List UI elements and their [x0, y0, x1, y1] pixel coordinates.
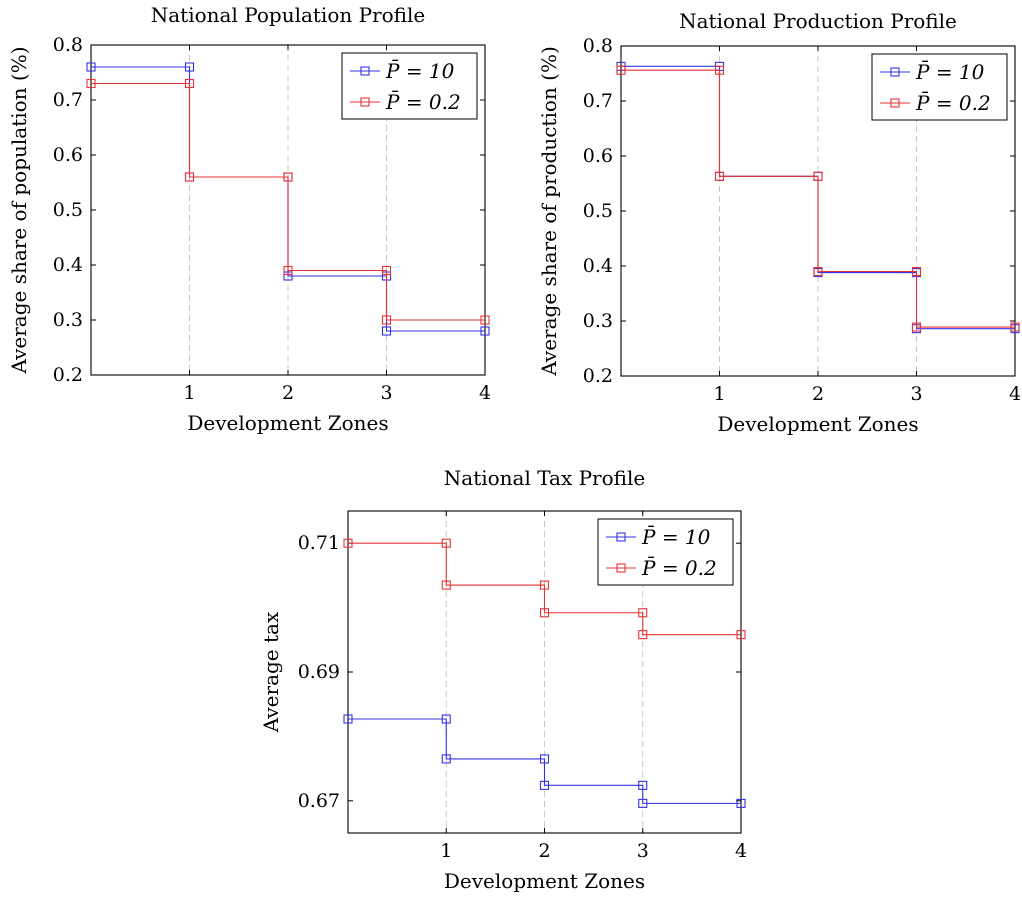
x-tick-label: 1 — [183, 382, 195, 404]
data-point — [1010, 322, 1020, 332]
data-point — [714, 171, 725, 181]
data-point — [441, 754, 451, 764]
x-tick-label: 4 — [1009, 383, 1021, 405]
y-axis-label: Average share of population (%) — [7, 46, 31, 374]
data-point — [86, 62, 96, 72]
chart-title: National Population Profile — [151, 3, 426, 27]
legend-marker — [360, 97, 370, 107]
x-axis-label: Development Zones — [444, 869, 645, 893]
data-point — [184, 62, 195, 72]
y-tick-label: 0.2 — [53, 364, 83, 386]
data-point — [911, 322, 922, 332]
x-tick-label: 3 — [637, 840, 649, 862]
data-point — [283, 271, 293, 281]
legend-marker — [890, 98, 900, 108]
data-point — [736, 798, 746, 808]
data-point — [638, 608, 648, 618]
data-point — [813, 266, 823, 277]
data-point — [539, 580, 550, 590]
data-point — [911, 266, 922, 277]
y-tick-label: 0.7 — [583, 90, 613, 112]
population-chart: National Population Profile 1 2 3 4 0.2 0.3 0.4… — [7, 3, 491, 435]
x-tick-label: 4 — [479, 382, 491, 404]
production-chart: National Production Profile 1 2 3 4 0.2 0.3 0.4… — [537, 9, 1021, 436]
legend-label: P̄ = 10 — [915, 59, 985, 84]
x-axis-label: Development Zones — [717, 412, 918, 436]
data-point — [441, 538, 451, 548]
legend-label: P̄ = 10 — [385, 58, 455, 83]
series-line-1 — [621, 69, 1015, 328]
chart-title: National Production Profile — [679, 9, 957, 33]
data-point — [638, 780, 648, 790]
legend-label: P̄ = 0.2 — [385, 89, 461, 114]
data-point — [381, 326, 392, 336]
legend-box — [341, 52, 478, 120]
data-point — [283, 172, 293, 182]
y-tick-label: 0.7 — [53, 89, 83, 111]
data-point — [184, 172, 195, 182]
y-tick-label: 0.6 — [53, 144, 83, 166]
y-tick-label: 0.8 — [53, 34, 83, 56]
legend-box — [871, 53, 1008, 121]
data-point — [539, 780, 550, 790]
data-point — [381, 315, 392, 325]
data-point — [381, 265, 392, 276]
y-tick-label: 0.5 — [583, 200, 613, 222]
y-tick-label: 0.8 — [583, 35, 613, 57]
data-point — [480, 326, 490, 336]
y-tick-label: 0.3 — [583, 310, 613, 332]
x-tick-label: 2 — [812, 383, 824, 405]
data-point — [714, 65, 725, 75]
legend-marker — [616, 563, 626, 573]
data-point — [539, 754, 550, 764]
series-line-1 — [91, 82, 485, 321]
y-tick-label: 0.69 — [298, 661, 340, 683]
legend-marker — [616, 532, 626, 542]
x-tick-label: 2 — [538, 840, 550, 862]
x-tick-label: 2 — [282, 382, 294, 404]
y-tick-label: 0.71 — [298, 532, 340, 554]
data-point — [343, 714, 353, 724]
data-point — [813, 171, 823, 181]
legend-marker — [360, 66, 370, 76]
y-tick-label: 0.4 — [583, 255, 613, 277]
data-point — [441, 714, 451, 724]
y-tick-label: 0.2 — [583, 365, 613, 387]
series-line-0 — [348, 718, 741, 804]
chart-title: National Tax Profile — [444, 466, 645, 490]
data-point — [616, 65, 626, 75]
x-tick-label: 1 — [440, 840, 452, 862]
y-tick-label: 0.67 — [298, 790, 340, 812]
data-point — [86, 78, 96, 89]
legend-box — [597, 518, 734, 586]
data-point — [343, 538, 353, 548]
legend-label: P̄ = 0.2 — [641, 555, 717, 580]
data-point — [441, 580, 451, 590]
legend-label: P̄ = 10 — [641, 524, 711, 549]
data-point — [736, 630, 746, 640]
data-point — [283, 265, 293, 276]
data-point — [480, 315, 490, 325]
y-tick-label: 0.5 — [53, 199, 83, 221]
tax-chart: National Tax Profile 1 2 3 4 0.67 0.69 0.71 Deve… — [259, 466, 747, 893]
data-point — [638, 798, 648, 808]
data-point — [539, 608, 550, 618]
y-tick-label: 0.3 — [53, 309, 83, 331]
x-tick-label: 3 — [910, 383, 922, 405]
data-point — [184, 78, 195, 89]
x-tick-label: 3 — [380, 382, 392, 404]
legend-label: P̄ = 0.2 — [915, 90, 991, 115]
data-point — [638, 630, 648, 640]
x-tick-label: 4 — [735, 840, 747, 862]
y-axis-label: Average tax — [259, 611, 283, 733]
x-axis-label: Development Zones — [187, 411, 388, 435]
y-tick-label: 0.6 — [583, 145, 613, 167]
y-axis-label: Average share of production (%) — [537, 46, 561, 376]
x-tick-label: 1 — [713, 383, 725, 405]
y-tick-label: 0.4 — [53, 254, 83, 276]
legend-marker — [890, 67, 900, 77]
